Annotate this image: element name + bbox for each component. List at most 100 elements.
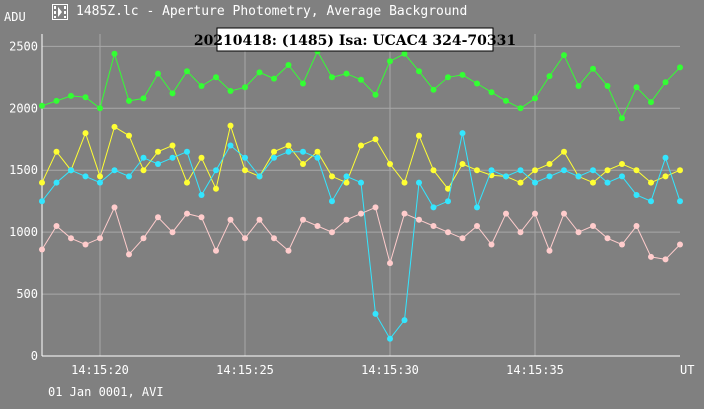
data-point — [111, 167, 118, 174]
data-point — [372, 91, 379, 98]
data-point — [285, 247, 292, 254]
data-point — [242, 167, 248, 174]
x-tick-label: 14:15:20 — [71, 363, 129, 377]
data-point — [300, 80, 306, 87]
data-point — [474, 80, 480, 87]
data-point — [155, 70, 161, 77]
series-line — [41, 123, 681, 191]
data-point — [68, 235, 74, 242]
data-point — [68, 92, 74, 99]
title-bar: 1485Z.lc - Aperture Photometry, Average … — [0, 0, 704, 24]
data-series — [39, 48, 683, 342]
data-point — [459, 130, 466, 137]
series-line — [41, 132, 681, 340]
data-point — [387, 58, 393, 65]
data-point — [314, 223, 321, 229]
data-point — [39, 179, 45, 186]
data-point — [503, 173, 509, 180]
data-point — [677, 167, 683, 174]
data-point — [126, 97, 132, 104]
data-point — [619, 173, 625, 180]
data-point — [662, 173, 669, 180]
data-point — [198, 83, 205, 89]
data-point — [416, 216, 422, 223]
data-point — [271, 154, 277, 161]
data-point — [474, 223, 480, 229]
data-point — [39, 246, 45, 253]
x-tick-label: 14:15:25 — [216, 363, 274, 377]
data-point — [459, 71, 466, 78]
data-point — [343, 216, 350, 223]
data-point — [126, 132, 132, 139]
tick-labels: 0 500 1000 1500 2000 2500 14:15:20 14:15:25 14:1… — [9, 39, 564, 377]
data-point — [619, 161, 625, 167]
data-point — [416, 132, 422, 139]
data-point — [532, 167, 538, 174]
data-point — [140, 235, 147, 242]
data-point — [82, 241, 89, 248]
data-point — [517, 179, 524, 186]
data-point — [126, 251, 132, 258]
data-point — [111, 50, 118, 57]
data-point — [532, 210, 538, 217]
data-point — [198, 154, 205, 161]
data-point — [140, 167, 147, 174]
data-point — [590, 179, 596, 186]
data-point — [604, 235, 611, 242]
data-point — [184, 148, 190, 155]
series-4 — [39, 204, 683, 267]
data-point — [517, 167, 524, 174]
data-point — [169, 90, 176, 97]
data-point — [459, 235, 466, 242]
date-label: 01 Jan 0001, AVI — [48, 385, 164, 399]
data-point — [590, 167, 596, 174]
data-point — [677, 198, 683, 205]
data-point — [53, 148, 60, 155]
data-point — [169, 142, 176, 149]
x-tick-label: 14:15:35 — [506, 363, 564, 377]
data-point — [256, 69, 263, 76]
data-point — [39, 102, 45, 109]
data-point — [358, 179, 364, 186]
data-point — [140, 95, 147, 102]
data-point — [329, 173, 335, 180]
data-point — [430, 86, 437, 93]
data-point — [387, 161, 393, 167]
data-point — [445, 198, 451, 205]
data-point — [677, 64, 683, 71]
data-point — [242, 235, 248, 242]
data-point — [604, 167, 611, 174]
data-point — [271, 235, 277, 242]
data-point — [343, 70, 350, 77]
axes — [41, 34, 680, 357]
data-point — [213, 167, 219, 174]
data-point — [604, 83, 611, 89]
data-point — [648, 253, 654, 260]
data-point — [416, 68, 422, 75]
y-tick-label: 0 — [31, 349, 38, 363]
data-point — [227, 122, 234, 129]
data-point — [546, 173, 553, 180]
data-point — [387, 260, 393, 267]
data-point — [561, 210, 567, 217]
data-point — [459, 161, 466, 167]
data-point — [633, 84, 640, 91]
data-point — [358, 142, 364, 149]
y-tick-label: 2500 — [9, 39, 38, 53]
data-point — [517, 229, 524, 236]
data-point — [82, 94, 89, 101]
data-point — [227, 142, 234, 149]
data-point — [53, 179, 60, 186]
data-point — [401, 210, 408, 217]
data-point — [430, 223, 437, 229]
data-point — [300, 161, 306, 167]
data-point — [546, 73, 553, 80]
data-point — [314, 154, 321, 161]
data-point — [97, 173, 103, 180]
data-point — [633, 167, 640, 174]
data-point — [474, 167, 480, 174]
data-point — [430, 204, 437, 211]
data-point — [155, 214, 161, 221]
data-point — [648, 198, 654, 205]
